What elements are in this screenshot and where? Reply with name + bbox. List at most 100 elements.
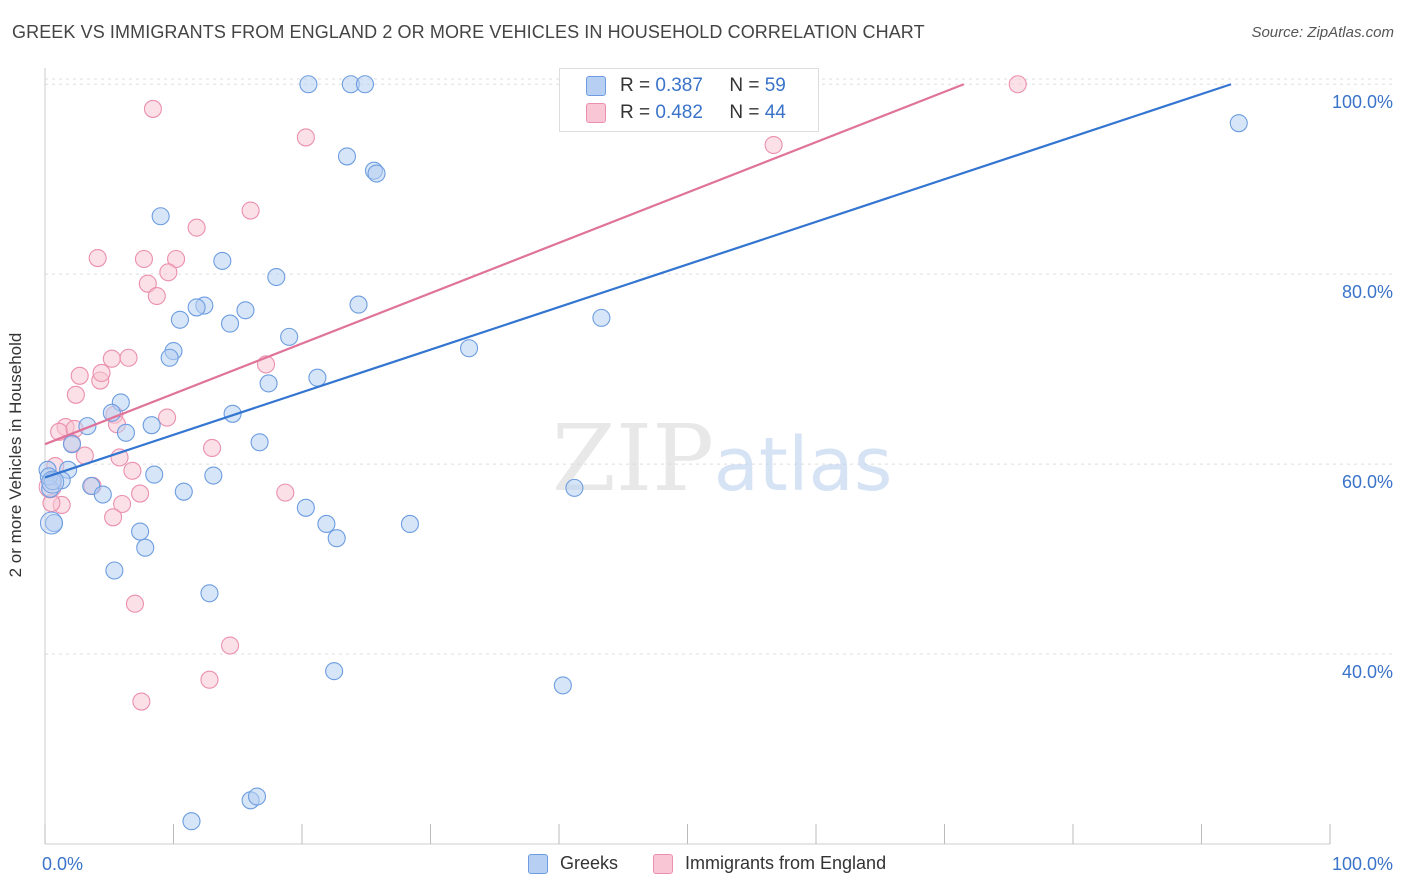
- england-point: [131, 484, 150, 503]
- greeks-swatch: [528, 854, 548, 874]
- greeks-point: [236, 301, 255, 320]
- x-tick-label: 100.0%: [1332, 854, 1393, 874]
- england-point: [119, 348, 138, 367]
- greeks-point: [400, 514, 419, 534]
- greeks-point: [355, 75, 375, 94]
- legend-label: Immigrants from England: [685, 853, 887, 873]
- greeks-point: [145, 465, 164, 484]
- england-point: [764, 135, 783, 155]
- y-tick-label: 60.0%: [1342, 472, 1393, 492]
- greeks-point: [565, 478, 584, 497]
- gridlines: [45, 78, 1395, 655]
- england-point: [138, 274, 157, 293]
- greeks-point: [308, 368, 327, 387]
- greeks-point: [296, 498, 315, 517]
- greeks-point: [170, 310, 189, 329]
- england-point: [147, 286, 166, 306]
- r-value: 0.387: [655, 75, 703, 96]
- england-point: [220, 636, 240, 655]
- england-trend-line: [44, 83, 965, 446]
- england-point: [70, 366, 89, 385]
- trend-lines: [44, 83, 1232, 479]
- england-point: [241, 201, 260, 220]
- england-point: [104, 508, 123, 527]
- england-point: [92, 363, 111, 383]
- greeks-point: [280, 327, 299, 346]
- greeks-point: [105, 561, 124, 580]
- x-tick-label: 0.0%: [42, 854, 83, 874]
- england-point: [187, 218, 206, 237]
- england-swatch: [653, 854, 673, 874]
- tick-labels: 100.0% 80.0% 60.0% 40.0% 0.0% 100.0%: [42, 92, 1393, 874]
- england-point: [200, 670, 219, 689]
- greeks-point: [131, 522, 150, 541]
- greeks-point: [553, 676, 572, 695]
- england-point: [158, 408, 177, 427]
- source-label: Source: ZipAtlas.com: [1251, 24, 1394, 41]
- greeks-point: [259, 374, 278, 393]
- y-tick-label: 40.0%: [1342, 662, 1393, 682]
- n-value: 59: [764, 75, 786, 96]
- greeks-point: [200, 584, 219, 603]
- greeks-point: [160, 348, 179, 367]
- greeks-point: [349, 295, 368, 314]
- england-point: [167, 249, 186, 269]
- england-point: [143, 99, 162, 118]
- england-point: [296, 128, 315, 147]
- greeks-swatch: [586, 76, 606, 96]
- england-point: [132, 692, 151, 711]
- axes: [44, 68, 1331, 845]
- greeks-point: [174, 482, 193, 501]
- greeks-point: [337, 147, 357, 166]
- correlation-legend: R = 0.387 N = 59 R = 0.482 N = 44: [559, 68, 819, 132]
- greeks-point: [592, 308, 611, 327]
- greeks-trend-line: [44, 83, 1232, 479]
- greeks-point: [62, 435, 82, 454]
- y-tick-label: 100.0%: [1332, 92, 1393, 112]
- greeks-point: [213, 251, 232, 270]
- england-point: [113, 494, 132, 514]
- england-point: [88, 248, 107, 268]
- greeks-point: [327, 529, 346, 548]
- greeks-point: [317, 514, 336, 534]
- england-point: [203, 438, 222, 458]
- greeks-point: [39, 511, 63, 535]
- legend-label: Greeks: [560, 853, 619, 873]
- england-point: [123, 461, 142, 480]
- greeks-point: [223, 404, 242, 423]
- england-point: [276, 483, 295, 502]
- greeks-point: [459, 339, 479, 358]
- greeks-point: [247, 787, 267, 806]
- greeks-point: [116, 423, 136, 442]
- watermark-atlas: atlas: [714, 422, 893, 508]
- england-swatch: [586, 103, 606, 123]
- n-label: N =: [729, 75, 760, 96]
- greeks-point: [267, 267, 286, 287]
- r-value: 0.482: [655, 102, 703, 123]
- greeks-point: [93, 485, 112, 504]
- greeks-point: [220, 314, 240, 333]
- greeks-point: [250, 433, 269, 452]
- england-point: [1008, 75, 1027, 94]
- greeks-point: [136, 538, 155, 557]
- n-label: N =: [729, 102, 760, 123]
- england-points: [38, 75, 1027, 711]
- greeks-point: [299, 75, 318, 94]
- greeks-point: [1229, 114, 1248, 133]
- greeks-point: [367, 164, 386, 183]
- england-point: [102, 349, 121, 368]
- greeks-point: [182, 812, 201, 831]
- r-label: R =: [620, 102, 651, 123]
- chart-title: GREEK VS IMMIGRANTS FROM ENGLAND 2 OR MO…: [12, 22, 925, 42]
- england-point: [125, 594, 144, 613]
- greeks-point: [142, 416, 161, 435]
- n-value: 44: [764, 102, 786, 123]
- england-point: [159, 263, 178, 282]
- y-tick-label: 80.0%: [1342, 282, 1393, 302]
- greeks-point: [187, 298, 206, 317]
- greeks-point: [325, 662, 344, 681]
- r-label: R =: [620, 75, 651, 96]
- england-point: [134, 249, 153, 269]
- y-axis-label: 2 or more Vehicles in Household: [6, 332, 25, 578]
